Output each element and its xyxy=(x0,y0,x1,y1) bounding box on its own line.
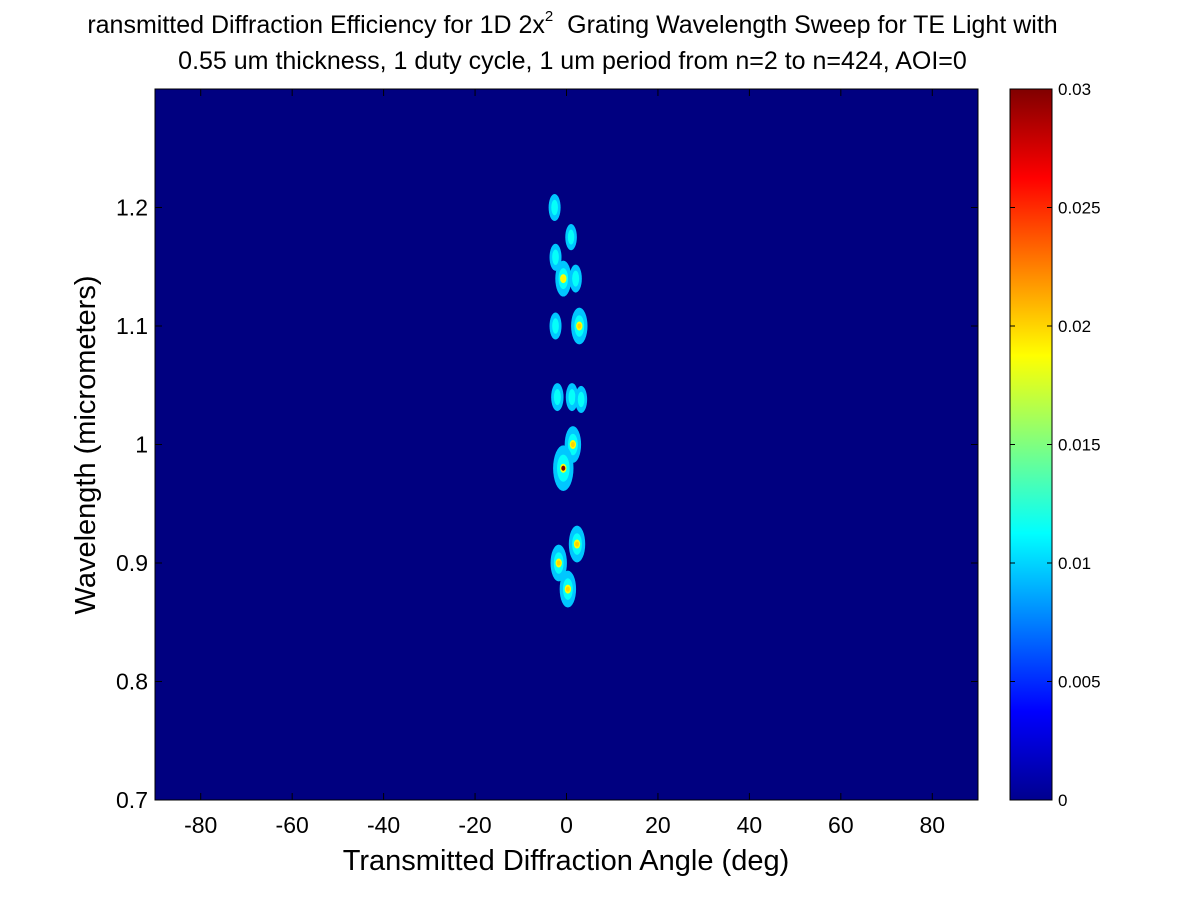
x-tick-label: -60 xyxy=(276,812,309,838)
x-tick-label: 40 xyxy=(737,812,763,838)
heatmap-hotspot xyxy=(555,260,572,297)
hotspot-ring xyxy=(568,389,576,406)
colorbar-tick-label: 0.015 xyxy=(1058,436,1101,455)
hotspot-core xyxy=(565,586,570,592)
hotspot-ring xyxy=(553,389,561,406)
chart-title-line-1: ransmitted Diffraction Efficiency for 1D… xyxy=(0,8,1145,40)
heatmap-plot-area xyxy=(155,89,978,800)
title-line-1-main: ransmitted Diffraction Efficiency for 1D… xyxy=(87,11,545,39)
x-tick-label: -80 xyxy=(184,812,217,838)
heatmap-hotspot xyxy=(575,385,588,414)
heatmap-hotspot xyxy=(571,307,588,345)
hotspot-ring xyxy=(577,391,585,408)
heatmap-hotspot xyxy=(559,570,577,608)
heatmap-hotspot xyxy=(569,264,582,293)
title-line-1-rest: Grating Wavelength Sweep for TE Light wi… xyxy=(553,11,1058,39)
y-tick-label: 1 xyxy=(135,432,148,458)
colorbar-tick-label: 0.025 xyxy=(1058,199,1101,218)
x-axis-title: Transmitted Diffraction Angle (deg) xyxy=(343,845,789,877)
y-tick-label: 0.9 xyxy=(116,550,148,576)
heatmap-hotspot xyxy=(568,525,586,563)
colorbar: 0 0.005 0.01 0.015 0.02 0.025 0.03 xyxy=(1009,80,1101,810)
hotspot-core xyxy=(575,541,580,547)
x-tick-label: -20 xyxy=(458,812,491,838)
y-tick-label: 0.8 xyxy=(116,669,148,695)
heatmap-hotspot xyxy=(565,383,579,412)
chart-title: ransmitted Diffraction Efficiency for 1D… xyxy=(0,4,1145,84)
x-tick-label: -40 xyxy=(367,812,400,838)
y-axis-title: Wavelength (micrometers) xyxy=(70,276,102,615)
heatmap-hotspot xyxy=(549,243,562,271)
hotspot-ring xyxy=(551,199,558,216)
colorbar-tick-label: 0.005 xyxy=(1058,673,1101,692)
hotspot-core xyxy=(577,323,582,329)
x-tick-label: 80 xyxy=(919,812,945,838)
heatmap-hotspot xyxy=(565,224,577,251)
colorbar-gradient xyxy=(1009,88,1053,801)
hotspot-ring xyxy=(552,318,559,334)
colorbar-tick-label: 0.02 xyxy=(1058,317,1091,336)
chart-title-line-2: 0.55 um thickness, 1 duty cycle, 1 um pe… xyxy=(178,47,967,75)
hotspot-ring xyxy=(567,229,575,245)
hotspot-ring xyxy=(552,249,559,265)
heatmap-hotspot xyxy=(548,193,561,222)
x-tick-label: 0 xyxy=(560,812,573,838)
y-tick-label: 1.2 xyxy=(116,195,148,221)
x-tick-label: 60 xyxy=(828,812,854,838)
y-tick-label: 1.1 xyxy=(116,313,148,339)
y-tick-label: 0.7 xyxy=(116,787,148,813)
heatmap-hotspot xyxy=(553,445,574,492)
hotspot-core xyxy=(556,560,561,566)
heatmap-hotspot xyxy=(550,544,567,582)
heatmap-hotspot xyxy=(549,312,562,340)
hotspot-core xyxy=(561,465,566,471)
colorbar-tick-label: 0.03 xyxy=(1058,80,1091,99)
heatmap-hotspot xyxy=(551,383,564,412)
hotspot-core xyxy=(561,276,566,282)
axes: -80 -60 -40 -20 0 20 40 60 80 0.7 0.8 0.9 1 1.1 1.2 xyxy=(116,88,979,838)
colorbar-tick-label: 0 xyxy=(1058,791,1067,810)
hotspot-ring xyxy=(572,270,580,287)
x-tick-label: 20 xyxy=(645,812,671,838)
title-line-1-superscript: 2 xyxy=(544,8,554,25)
hotspot-core xyxy=(570,441,575,448)
colorbar-tick-label: 0.01 xyxy=(1058,554,1091,573)
